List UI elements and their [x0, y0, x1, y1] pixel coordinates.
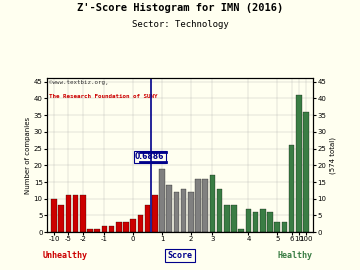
Bar: [231, 205, 237, 232]
Bar: [289, 145, 294, 232]
Bar: [109, 225, 114, 232]
Bar: [181, 189, 186, 232]
Bar: [202, 179, 208, 232]
Bar: [224, 205, 230, 232]
Bar: [282, 222, 287, 232]
Bar: [303, 112, 309, 232]
Bar: [102, 225, 107, 232]
Bar: [152, 195, 158, 232]
Bar: [246, 209, 251, 232]
Text: The Research Foundation of SUNY: The Research Foundation of SUNY: [49, 94, 158, 99]
Text: Z'-Score Histogram for IMN (2016): Z'-Score Histogram for IMN (2016): [77, 3, 283, 13]
Text: Unhealthy: Unhealthy: [42, 251, 87, 260]
Bar: [87, 229, 93, 232]
Bar: [73, 195, 78, 232]
Bar: [94, 229, 100, 232]
Bar: [145, 205, 150, 232]
Y-axis label: (574 total): (574 total): [329, 137, 336, 174]
Bar: [217, 189, 222, 232]
Text: Score: Score: [167, 251, 193, 260]
Bar: [66, 195, 71, 232]
Bar: [116, 222, 122, 232]
Bar: [260, 209, 266, 232]
Bar: [159, 169, 165, 232]
Bar: [166, 185, 172, 232]
Bar: [195, 179, 201, 232]
Bar: [238, 229, 244, 232]
Bar: [274, 222, 280, 232]
Bar: [123, 222, 129, 232]
Bar: [188, 192, 194, 232]
Bar: [174, 192, 179, 232]
Bar: [296, 95, 302, 232]
Text: Sector: Technology: Sector: Technology: [132, 20, 228, 29]
Y-axis label: Number of companies: Number of companies: [25, 117, 31, 194]
Bar: [51, 199, 57, 232]
Bar: [210, 175, 215, 232]
Text: 0.6886: 0.6886: [135, 153, 165, 161]
Bar: [58, 205, 64, 232]
Bar: [138, 215, 143, 232]
Text: Healthy: Healthy: [278, 251, 313, 260]
Bar: [80, 195, 86, 232]
Bar: [267, 212, 273, 232]
Bar: [253, 212, 258, 232]
Bar: [130, 219, 136, 232]
Text: ©www.textbiz.org,: ©www.textbiz.org,: [49, 80, 109, 85]
